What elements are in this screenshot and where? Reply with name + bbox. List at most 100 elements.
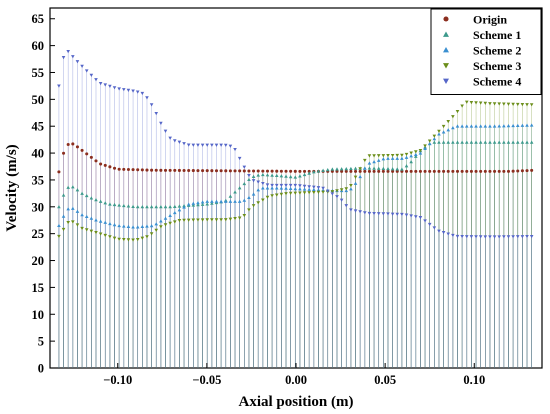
data-point — [270, 173, 274, 177]
data-point — [172, 220, 177, 224]
data-point — [307, 191, 311, 195]
data-point — [349, 183, 353, 188]
data-point — [367, 169, 371, 173]
data-point — [177, 208, 182, 212]
data-point — [441, 124, 446, 129]
data-point — [242, 165, 247, 169]
y-tick-label: 65 — [32, 12, 45, 26]
data-point — [214, 199, 219, 203]
data-point — [298, 191, 302, 195]
data-point — [511, 235, 515, 239]
data-point — [84, 214, 89, 219]
data-point — [413, 152, 418, 157]
data-point — [191, 203, 196, 207]
data-point — [395, 167, 400, 171]
data-point — [112, 86, 117, 90]
data-point — [98, 81, 103, 86]
data-point — [446, 140, 451, 144]
data-point — [446, 128, 451, 132]
y-tick-label: 5 — [38, 335, 44, 349]
data-point — [219, 218, 223, 222]
data-point — [145, 235, 149, 239]
data-point — [474, 140, 478, 144]
data-point — [506, 140, 511, 144]
data-point — [242, 181, 247, 186]
data-point — [529, 123, 534, 127]
data-point — [247, 208, 251, 212]
data-point — [400, 212, 404, 217]
data-point — [530, 168, 534, 172]
data-point — [427, 141, 432, 146]
data-point — [159, 168, 163, 172]
data-point — [325, 167, 330, 172]
data-point — [339, 167, 344, 171]
data-point — [330, 192, 335, 196]
data-point — [377, 169, 381, 173]
data-point — [367, 211, 372, 216]
data-point — [117, 223, 121, 228]
y-tick-label: 40 — [32, 147, 45, 161]
data-point — [89, 216, 94, 220]
data-point — [103, 220, 108, 224]
data-point — [321, 168, 325, 172]
data-point — [154, 111, 159, 116]
data-point — [474, 235, 478, 239]
data-point — [117, 87, 121, 91]
data-point — [279, 183, 284, 188]
data-point — [279, 174, 284, 178]
data-point — [186, 202, 191, 206]
data-point — [126, 238, 131, 242]
data-point — [233, 147, 237, 152]
data-point — [520, 102, 525, 107]
data-point — [451, 140, 455, 144]
data-point — [99, 162, 103, 166]
data-point — [386, 212, 390, 216]
data-point — [372, 159, 376, 164]
data-point — [145, 96, 149, 100]
data-point — [395, 169, 399, 173]
data-point — [284, 183, 288, 188]
data-point — [469, 235, 474, 239]
data-point — [154, 205, 159, 209]
data-point — [469, 100, 474, 105]
data-point — [131, 89, 135, 93]
data-point — [122, 203, 126, 208]
data-point — [196, 202, 200, 207]
data-point — [261, 172, 265, 177]
data-point — [149, 103, 154, 107]
data-point — [404, 213, 409, 217]
data-point — [168, 221, 172, 226]
legend-label: Scheme 1 — [473, 28, 521, 42]
data-point — [131, 168, 135, 172]
y-tick-label: 50 — [32, 93, 45, 107]
data-point — [135, 205, 140, 209]
data-point — [62, 151, 66, 155]
legend-label: Scheme 3 — [473, 59, 521, 73]
data-point — [372, 212, 376, 216]
data-point — [261, 198, 265, 202]
data-point — [478, 124, 483, 128]
data-point — [321, 190, 325, 194]
data-point — [205, 218, 210, 222]
data-point — [349, 187, 353, 191]
data-point — [529, 103, 534, 107]
data-point — [427, 222, 432, 227]
data-point — [265, 169, 270, 173]
data-point — [270, 186, 274, 190]
data-point — [168, 205, 172, 209]
data-point — [298, 184, 302, 188]
data-point — [233, 217, 237, 221]
data-point — [493, 169, 497, 173]
data-point — [293, 169, 297, 173]
data-point — [135, 90, 140, 94]
data-point — [358, 169, 362, 173]
data-point — [168, 168, 172, 172]
data-point — [163, 205, 168, 209]
data-point — [80, 191, 84, 195]
data-point — [182, 142, 186, 146]
data-point — [135, 225, 140, 229]
data-point — [464, 235, 469, 239]
data-point — [409, 151, 413, 155]
data-point — [483, 101, 488, 106]
x-axis-ticks: −0.10 −0.05 0.00 0.05 0.10 — [103, 363, 485, 387]
